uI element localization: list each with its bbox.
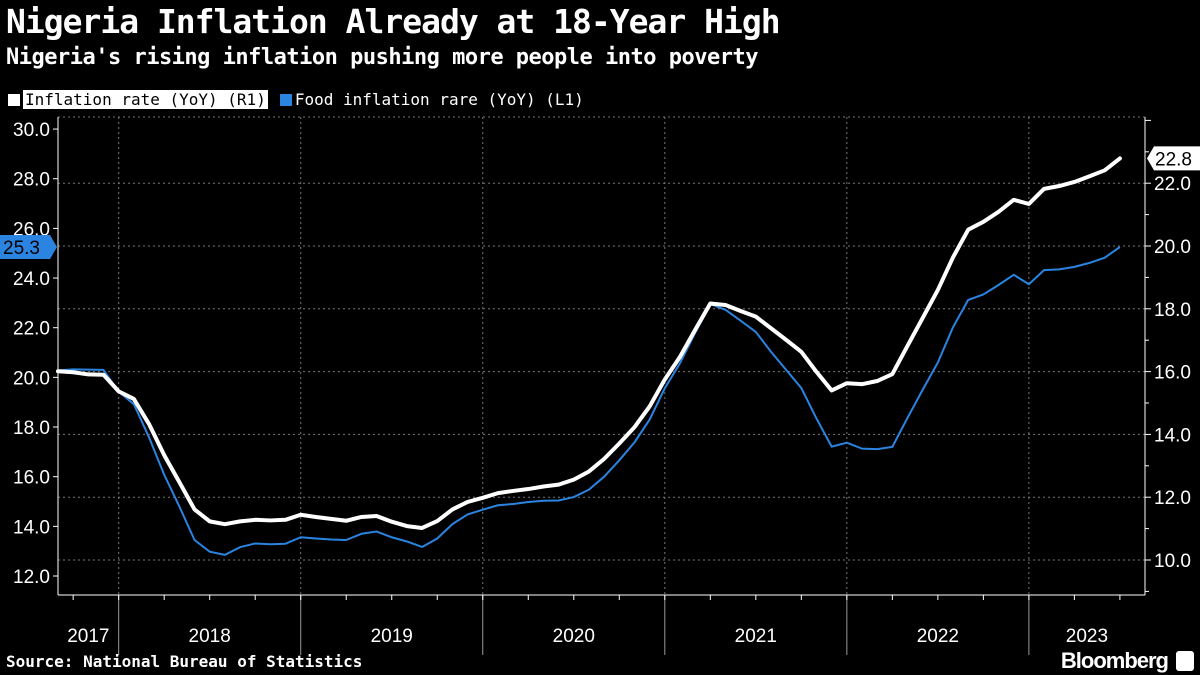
x-tick-label: 2020 xyxy=(553,626,595,647)
legend: Inflation rate (YoY) (R1) Food inflation… xyxy=(8,90,584,109)
legend-item-food[interactable]: Food inflation rare (YoY) (L1) xyxy=(279,90,584,109)
right-tick-label: 20.0 xyxy=(1154,237,1191,258)
left-tick-label: 24.0 xyxy=(13,269,50,290)
series-line-food-inflation xyxy=(57,246,1121,556)
right-tick-label: 18.0 xyxy=(1154,300,1191,321)
x-tick-label: 2017 xyxy=(67,626,109,647)
legend-swatch-blue xyxy=(279,93,292,106)
bloomberg-logo: Bloomberg xyxy=(1060,648,1169,673)
series-line-inflation-rate xyxy=(56,156,1122,530)
right-tick-label: 12.0 xyxy=(1154,488,1191,509)
x-tick-label: 2018 xyxy=(189,626,231,647)
left-tick-label: 18.0 xyxy=(13,418,50,439)
last-value-label-food: 25.3 xyxy=(3,238,40,259)
x-tick-label: 2019 xyxy=(371,626,413,647)
last-value-label-inflation: 22.8 xyxy=(1155,149,1192,170)
x-tick-label: 2022 xyxy=(917,626,959,647)
legend-label-food: Food inflation rare (YoY) (L1) xyxy=(294,90,584,109)
chart-subtitle: Nigeria's rising inflation pushing more … xyxy=(6,45,758,70)
x-tick-label: 2023 xyxy=(1066,626,1108,647)
legend-item-inflation[interactable]: Inflation rate (YoY) (R1) xyxy=(8,90,268,109)
left-tick-label: 16.0 xyxy=(13,468,50,489)
right-tick-label: 10.0 xyxy=(1154,551,1191,572)
right-tick-label: 22.0 xyxy=(1154,174,1191,195)
left-tick-label: 28.0 xyxy=(13,170,50,191)
legend-swatch-white xyxy=(8,93,20,106)
legend-label-inflation: Inflation rate (YoY) (R1) xyxy=(23,90,268,109)
right-tick-label: 16.0 xyxy=(1154,363,1191,384)
chart-title: Nigeria Inflation Already at 18-Year Hig… xyxy=(6,2,781,41)
source-note: Source: National Bureau of Statistics xyxy=(6,652,363,671)
right-tick-label: 14.0 xyxy=(1154,425,1191,446)
x-tick-label: 2021 xyxy=(735,626,777,647)
left-tick-label: 30.0 xyxy=(13,120,50,141)
left-tick-label: 22.0 xyxy=(13,319,50,340)
last-value-tag-inflation xyxy=(1147,146,1200,171)
left-tick-label: 20.0 xyxy=(13,368,50,389)
left-tick-label: 14.0 xyxy=(13,517,50,538)
left-tick-label: 12.0 xyxy=(13,567,50,588)
last-value-tag-food xyxy=(0,235,57,260)
bloomberg-terminal-icon xyxy=(1176,651,1194,671)
